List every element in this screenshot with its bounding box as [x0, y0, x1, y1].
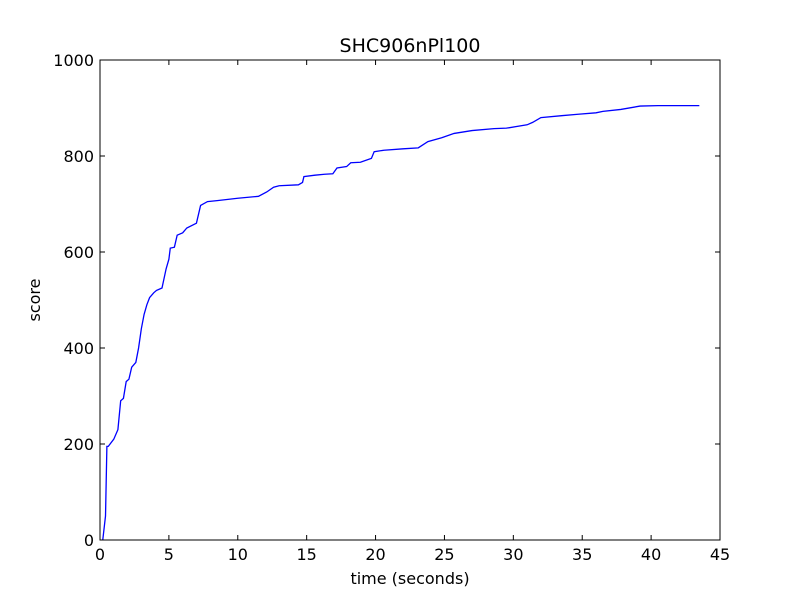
x-tick-label: 30 [503, 545, 523, 564]
x-tick-label: 15 [296, 545, 316, 564]
x-tick-label: 20 [365, 545, 385, 564]
y-tick-label: 400 [63, 339, 94, 358]
x-tick-label: 25 [434, 545, 454, 564]
x-tick-label: 5 [164, 545, 174, 564]
x-tick-label: 10 [228, 545, 248, 564]
series-line-0 [102, 104, 700, 541]
x-tick-label: 40 [641, 545, 661, 564]
plot-area [99, 59, 721, 541]
y-tick-label: 600 [63, 243, 94, 262]
y-tick-label: 800 [63, 147, 94, 166]
axes-frame [99, 59, 721, 541]
x-tick-label: 45 [710, 545, 730, 564]
y-tick-label: 0 [84, 531, 94, 550]
x-axis-label: time (seconds) [350, 569, 469, 588]
x-tick-label: 35 [572, 545, 592, 564]
axis-ticks: 0 5 10 15 20 25 30 35 40 45 0 200 400 600 800 1000 [53, 51, 730, 564]
x-tick-label: 0 [95, 545, 105, 564]
chart-title: SHC906nPl100 [340, 35, 481, 57]
y-axis-label: score [25, 279, 44, 322]
y-tick-label: 1000 [53, 51, 94, 70]
y-tick-label: 200 [63, 435, 94, 454]
